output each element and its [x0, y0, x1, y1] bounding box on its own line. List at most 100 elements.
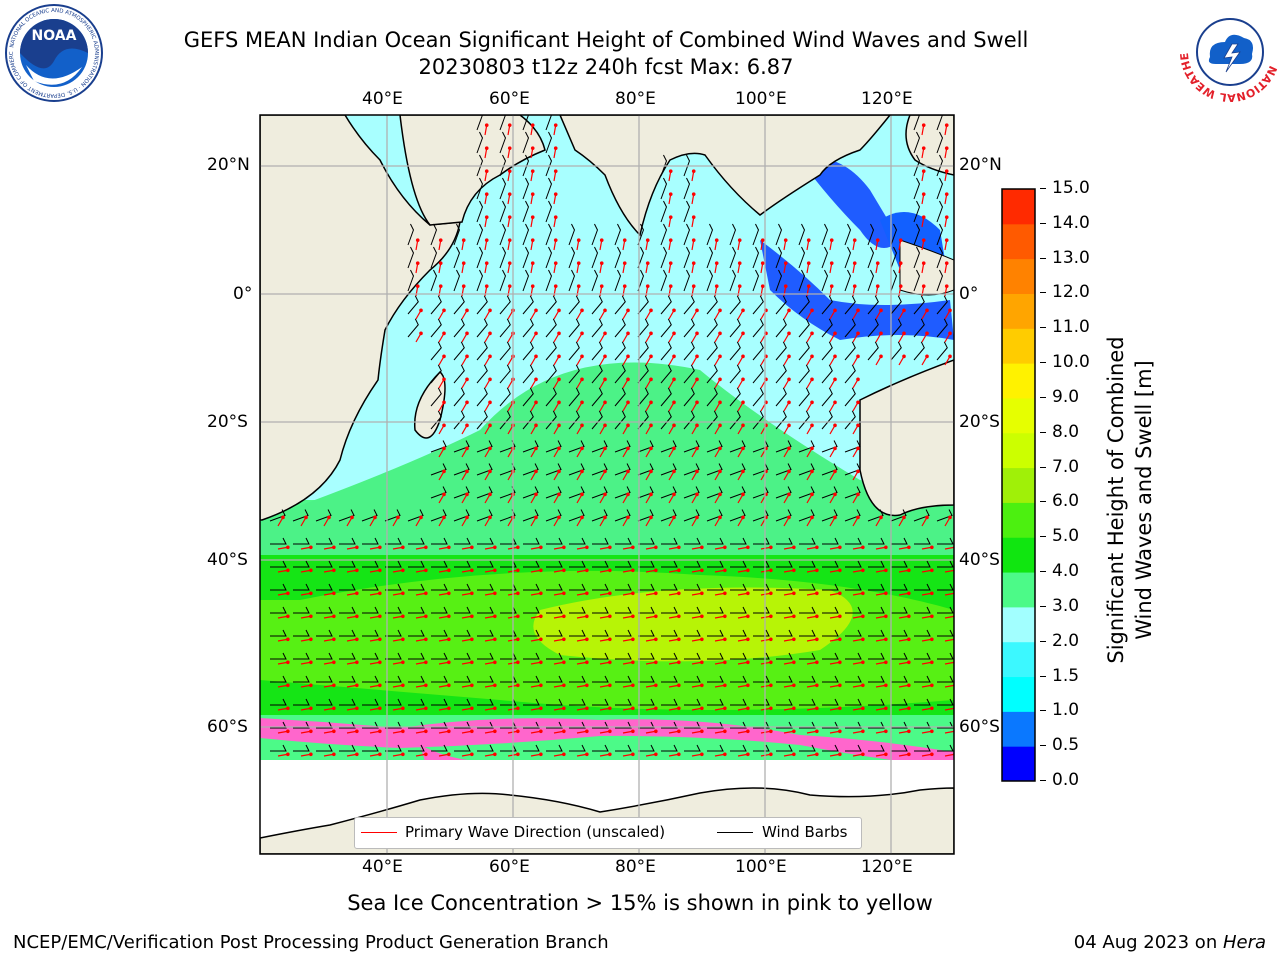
wind-barb — [592, 606, 609, 614]
wave-arrow-head — [626, 354, 630, 359]
wind-barb — [637, 463, 654, 476]
wave-arrow-head — [447, 729, 451, 734]
wave-arrow-head — [424, 752, 428, 757]
wind-barb — [362, 675, 379, 683]
wind-barb — [316, 606, 333, 614]
wave-arrow-head — [401, 752, 405, 757]
wind-barb — [453, 486, 470, 499]
wind-barb — [683, 341, 695, 361]
wind-barb — [270, 537, 287, 545]
wave-arrow-head — [415, 238, 420, 242]
wave-arrow-head — [603, 515, 607, 520]
wind-barb — [545, 341, 557, 361]
wave-arrow-head — [603, 377, 607, 382]
wave-arrow-head — [723, 660, 727, 665]
wind-barb — [868, 606, 885, 614]
wind-barb — [706, 410, 718, 430]
wind-barb — [569, 698, 586, 706]
wind-barb — [316, 721, 333, 729]
wind-barb — [454, 698, 471, 706]
wave-arrow-head — [718, 515, 722, 520]
lat-label-right-20s: 20°S — [959, 412, 1000, 432]
wave-arrow-head — [677, 683, 681, 688]
wave-arrow-head — [741, 446, 745, 451]
wind-barb — [845, 675, 862, 683]
wave-arrow-head — [424, 591, 428, 596]
wind-barb — [683, 387, 695, 407]
wind-barb — [937, 629, 954, 637]
wind-barb — [430, 269, 438, 292]
wind-barb — [408, 537, 425, 545]
wind-barb — [914, 652, 931, 660]
wave-arrow-head — [654, 591, 658, 596]
wave-arrow-head — [585, 545, 589, 550]
wave-arrow-head — [327, 515, 331, 520]
wind-barb — [476, 387, 488, 407]
wind-barb — [430, 486, 447, 499]
wave-arrow-head — [608, 706, 612, 711]
colorbar-tick-mark — [1040, 222, 1046, 224]
wave-arrow-head — [585, 568, 589, 573]
wind-barb — [500, 675, 517, 683]
wind-barb — [913, 154, 921, 177]
wind-barb — [730, 606, 747, 614]
wind-barb — [707, 606, 724, 614]
wind-barb — [752, 364, 764, 384]
wind-barb — [891, 629, 908, 637]
wind-barb — [753, 675, 770, 683]
wind-barb — [568, 364, 580, 384]
wind-barb — [569, 537, 586, 545]
wave-arrow-head — [608, 545, 612, 550]
wave-arrow-head — [884, 683, 888, 688]
wind-barb — [453, 364, 465, 384]
wind-barb — [729, 463, 746, 476]
wind-barb — [339, 721, 356, 729]
wave-arrow-head — [833, 492, 837, 497]
wave-arrow-head — [930, 706, 934, 711]
wind-barb — [476, 440, 493, 453]
wind-barb — [614, 387, 626, 407]
wave-arrow-head — [608, 637, 612, 642]
colorbar-tick-label: 14.0 — [1052, 212, 1090, 233]
colorbar-tick-label: 4.0 — [1052, 561, 1080, 582]
wind-barb — [476, 341, 488, 361]
wave-band-low-2 — [800, 158, 900, 248]
footer-host: Hera — [1222, 932, 1266, 953]
wind-barb — [661, 675, 678, 683]
lat-label-left-60s: 60°S — [207, 717, 248, 737]
wind-barb — [798, 486, 815, 499]
lon-label-top-100: 100°E — [735, 89, 787, 109]
map-grid — [260, 115, 954, 854]
lon-label-top-60: 60°E — [489, 89, 530, 109]
wave-arrow-head — [585, 683, 589, 688]
chart-title: GEFS MEAN Indian Ocean Significant Heigh… — [183, 28, 1029, 52]
wind-barb — [385, 537, 402, 545]
wind-barb — [890, 318, 902, 338]
wind-barb — [522, 269, 530, 292]
wind-barb — [431, 652, 448, 660]
wave-arrow-head — [424, 614, 428, 619]
wave-arrow-head — [580, 469, 584, 474]
colorbar-tick-label: 8.0 — [1052, 421, 1080, 442]
wave-arrow-head — [585, 660, 589, 665]
wind-barb — [476, 131, 484, 154]
wave-arrow-head — [608, 752, 612, 757]
noaa-logo-text: NOAA — [32, 28, 77, 44]
wind-barb — [868, 744, 885, 752]
wave-arrow-head — [608, 568, 612, 573]
wind-barb — [683, 154, 691, 177]
colorbar-tick-mark — [1040, 571, 1046, 573]
wave-arrow-head — [530, 261, 535, 265]
wave-arrow-head — [530, 215, 535, 219]
wave-arrow-head — [787, 469, 791, 474]
wave-arrow-head — [677, 614, 681, 619]
wave-arrow-head — [654, 545, 658, 550]
wave-arrow-head — [557, 377, 561, 382]
wave-arrow-head — [626, 446, 630, 451]
wave-arrow-head — [861, 545, 865, 550]
wave-arrow-head — [718, 308, 722, 313]
wind-barb — [430, 295, 442, 315]
wave-arrow-head — [378, 637, 382, 642]
wind-barb — [476, 318, 488, 338]
wind-barb — [775, 463, 792, 476]
